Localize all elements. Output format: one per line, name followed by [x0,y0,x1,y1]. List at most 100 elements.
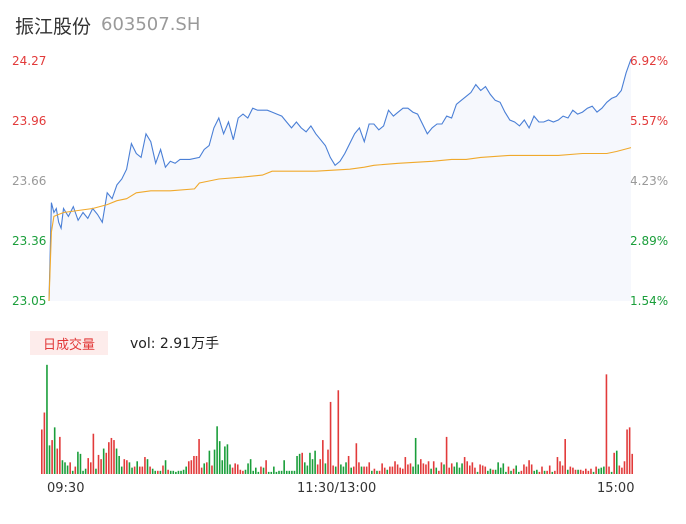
volume-bar [74,466,77,474]
volume-bar [517,471,520,474]
volume-bar [79,453,82,474]
volume-bar [280,470,283,474]
volume-bar [360,466,363,474]
volume-bar [324,463,327,474]
volume-bar [187,461,190,474]
volume-bar [621,467,623,474]
volume-bar [273,466,275,474]
volume-bar [564,439,566,474]
volume-bar [113,440,115,474]
volume-bar [383,467,386,474]
volume-bar [597,468,600,474]
volume-bar [41,429,43,474]
y-tick-left-0: 24.27 [12,54,47,68]
volume-bar [376,470,378,474]
volume-bar [154,470,157,474]
volume-bar [213,449,216,474]
x-tick-midday: 11:30/13:00 [297,481,377,496]
volume-bar [92,433,95,474]
volume-bar [610,471,613,474]
volume-bar [389,466,391,474]
volume-bar [293,470,296,474]
volume-bar [546,470,548,474]
volume-bar [582,470,585,474]
volume-bar [368,462,371,474]
volume-bar [631,453,634,474]
volume-bar [71,470,74,474]
volume-bar [291,470,293,474]
volume-bar [257,471,260,474]
volume-bar [53,427,56,474]
volume-bar [77,451,79,474]
volume-bar [358,462,360,474]
volume-bar [554,470,556,474]
y-tick-right-0: 6.92% [630,54,669,68]
volume-bar [262,467,265,474]
volume-bar [608,466,610,474]
volume-bar [115,448,118,474]
volume-bar [229,464,231,474]
volume-bar [492,469,494,474]
volume-bar [208,450,211,474]
volume-bar [267,471,270,474]
y-tick-left-3: 23.36 [12,234,47,248]
volume-bar [146,459,149,474]
volume-bar [120,466,123,474]
volume-bar [100,459,102,474]
volume-bar [322,440,324,474]
volume-bar [89,462,92,474]
volume-bar [56,448,59,474]
volume-bar [131,467,133,474]
volume-bar [193,455,195,474]
volume-bar [543,470,546,474]
volume-bar [66,465,69,474]
volume-bar [329,401,332,474]
volume-bar [172,470,175,474]
volume-bar [275,471,278,474]
volume-bar [128,462,131,474]
volume-readout: vol: 2.91万手 [130,336,220,352]
volume-bar [342,466,345,474]
volume-bar [595,466,597,474]
volume-bar [479,464,481,474]
volume-bar [530,464,533,474]
volume-bar [185,466,187,474]
volume-bar [409,463,412,474]
volume-bar [164,460,167,474]
volume-bar [381,463,383,474]
y-tick-left-1: 23.96 [12,114,47,128]
volume-bar [430,468,432,474]
volume-bar [283,460,285,474]
volume-bar [425,464,427,474]
volume-bar [278,470,280,474]
volume-bar [528,460,530,474]
volume-bar [548,465,551,474]
volume-bar [523,464,525,474]
volume-bar [296,455,298,474]
volume-bar [618,465,621,474]
x-tick-close: 15:00 [597,481,635,496]
volume-bar [182,469,185,474]
volume-bar [456,462,458,474]
volume-bar [306,465,309,474]
volume-bar [167,469,169,474]
volume-bar [340,464,342,474]
volume-bar [303,462,306,474]
volume-bar [221,460,224,474]
price-line [48,58,632,302]
volume-bar [443,464,445,474]
volume-tab[interactable]: 日成交量 [30,331,108,355]
volume-bar [180,470,182,474]
volume-bar [136,461,138,474]
volume-bar [285,470,288,474]
volume-bar [97,454,100,474]
volume-bar [249,459,252,474]
volume-bar [427,461,430,474]
volume-bar [551,471,554,474]
volume-bar [541,466,543,474]
volume-bar [327,449,329,474]
volume-bar [226,444,229,474]
volume-bar [195,455,198,474]
volume-bar [224,446,226,474]
